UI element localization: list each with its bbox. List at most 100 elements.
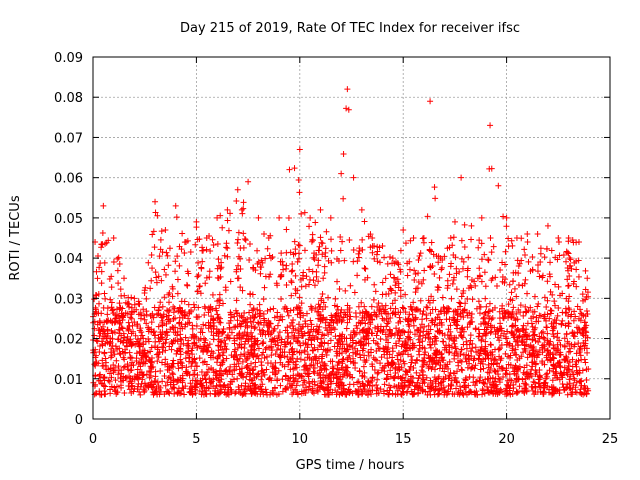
data-point bbox=[141, 316, 148, 323]
data-point bbox=[275, 367, 282, 374]
data-point bbox=[480, 380, 487, 387]
data-point bbox=[359, 236, 366, 243]
data-point bbox=[277, 354, 284, 361]
data-point bbox=[564, 249, 571, 256]
data-point bbox=[350, 381, 357, 388]
data-point bbox=[397, 351, 404, 358]
data-point bbox=[153, 311, 160, 318]
data-point bbox=[226, 326, 233, 333]
data-point bbox=[534, 351, 541, 358]
data-point bbox=[189, 351, 196, 358]
data-point bbox=[447, 263, 454, 270]
data-point bbox=[387, 327, 394, 334]
data-point bbox=[401, 379, 408, 386]
data-point bbox=[125, 326, 132, 333]
data-point bbox=[549, 291, 556, 298]
data-point bbox=[125, 300, 132, 307]
data-point bbox=[547, 338, 554, 345]
data-point bbox=[127, 354, 134, 361]
data-point bbox=[496, 379, 503, 386]
data-point bbox=[143, 371, 150, 378]
data-point bbox=[96, 349, 103, 356]
data-point bbox=[252, 386, 259, 393]
data-point bbox=[173, 214, 180, 221]
data-point bbox=[393, 325, 400, 332]
data-point bbox=[570, 371, 577, 378]
data-point bbox=[523, 336, 530, 343]
data-point bbox=[195, 304, 202, 311]
data-point bbox=[374, 248, 381, 255]
envelope-point bbox=[503, 214, 510, 221]
data-point bbox=[477, 374, 484, 381]
data-point bbox=[215, 314, 222, 321]
data-point bbox=[187, 249, 194, 256]
data-point bbox=[237, 266, 244, 273]
data-point bbox=[577, 378, 584, 385]
data-point bbox=[137, 315, 144, 322]
y-tick-label: 0.03 bbox=[54, 292, 83, 307]
data-point bbox=[469, 296, 476, 303]
data-point bbox=[472, 344, 479, 351]
data-point bbox=[216, 367, 223, 374]
data-point bbox=[306, 332, 313, 339]
data-point bbox=[507, 382, 514, 389]
data-point bbox=[189, 325, 196, 332]
data-point bbox=[410, 299, 417, 306]
data-point bbox=[582, 337, 589, 344]
data-point bbox=[336, 286, 343, 293]
data-point bbox=[117, 286, 124, 293]
data-point bbox=[415, 256, 422, 263]
data-point bbox=[141, 387, 148, 394]
data-point bbox=[399, 374, 406, 381]
envelope-point bbox=[555, 235, 562, 241]
data-point bbox=[441, 253, 448, 260]
data-point bbox=[434, 284, 441, 291]
data-point bbox=[392, 340, 399, 347]
data-point bbox=[432, 351, 439, 358]
data-point bbox=[448, 332, 455, 339]
data-point bbox=[524, 320, 531, 327]
data-point bbox=[582, 359, 589, 366]
data-point bbox=[308, 238, 315, 245]
data-point bbox=[365, 233, 372, 240]
data-point bbox=[414, 285, 421, 292]
data-point bbox=[258, 386, 265, 393]
data-point bbox=[104, 311, 111, 318]
y-tick-label: 0.01 bbox=[54, 373, 83, 388]
data-point bbox=[168, 346, 175, 353]
data-point bbox=[283, 373, 290, 380]
data-point bbox=[428, 293, 435, 300]
data-point bbox=[419, 372, 426, 379]
data-point bbox=[498, 327, 505, 334]
data-point bbox=[334, 278, 341, 285]
data-point bbox=[387, 271, 394, 278]
data-point bbox=[237, 284, 244, 291]
data-point bbox=[304, 365, 311, 372]
data-point bbox=[256, 310, 263, 317]
data-point bbox=[389, 390, 396, 397]
data-point bbox=[203, 361, 210, 368]
data-point bbox=[366, 387, 373, 394]
data-point bbox=[399, 379, 406, 386]
data-point bbox=[197, 290, 204, 297]
data-point bbox=[418, 280, 425, 287]
data-point bbox=[521, 246, 528, 253]
data-point bbox=[317, 234, 324, 241]
data-point bbox=[332, 312, 339, 319]
data-point bbox=[116, 260, 123, 267]
data-point bbox=[535, 339, 542, 346]
data-point bbox=[340, 151, 347, 158]
data-point bbox=[197, 343, 204, 350]
data-point bbox=[480, 356, 487, 363]
data-point bbox=[227, 210, 234, 217]
data-point bbox=[338, 379, 345, 386]
data-point bbox=[524, 290, 531, 297]
data-point bbox=[475, 333, 482, 340]
data-point bbox=[304, 371, 311, 378]
data-point bbox=[312, 305, 319, 312]
data-point bbox=[296, 242, 303, 249]
envelope-point bbox=[437, 255, 444, 262]
data-point bbox=[307, 303, 314, 310]
data-point bbox=[174, 338, 181, 345]
data-point bbox=[392, 391, 399, 398]
